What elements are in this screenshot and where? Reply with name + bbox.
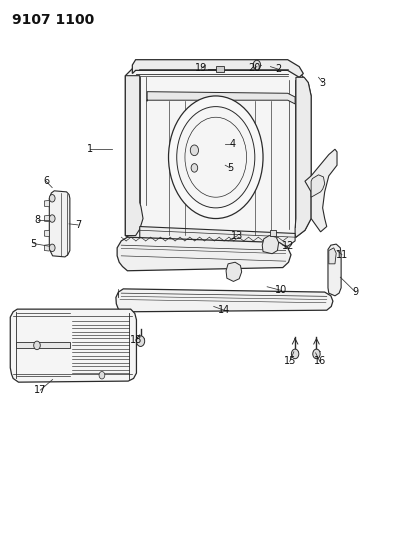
Polygon shape: [328, 244, 341, 296]
Text: 16: 16: [314, 357, 326, 366]
Text: 2: 2: [275, 64, 282, 74]
Text: 9: 9: [353, 287, 358, 297]
Polygon shape: [270, 230, 276, 236]
Polygon shape: [125, 76, 143, 236]
Polygon shape: [16, 342, 70, 348]
Polygon shape: [216, 66, 224, 72]
Text: 13: 13: [231, 231, 244, 240]
Polygon shape: [117, 237, 291, 271]
Text: 10: 10: [275, 286, 288, 295]
Polygon shape: [44, 215, 49, 222]
Circle shape: [313, 349, 320, 359]
Circle shape: [49, 195, 55, 202]
Text: 4: 4: [229, 139, 235, 149]
Circle shape: [169, 96, 263, 219]
Text: 20: 20: [248, 63, 260, 73]
Circle shape: [253, 60, 261, 70]
Polygon shape: [311, 175, 325, 197]
Circle shape: [34, 341, 40, 350]
Polygon shape: [305, 149, 337, 232]
Polygon shape: [226, 262, 242, 281]
Text: 5: 5: [227, 163, 233, 173]
Circle shape: [191, 164, 198, 172]
Polygon shape: [44, 230, 49, 237]
Polygon shape: [147, 92, 295, 104]
Polygon shape: [44, 245, 49, 251]
Polygon shape: [10, 309, 136, 382]
Text: 8: 8: [35, 215, 41, 224]
Polygon shape: [187, 134, 202, 181]
Circle shape: [136, 336, 145, 346]
Polygon shape: [49, 191, 70, 257]
Polygon shape: [44, 200, 49, 207]
Text: 9107 1100: 9107 1100: [12, 13, 95, 27]
Polygon shape: [132, 60, 303, 77]
Text: 7: 7: [75, 220, 81, 230]
Polygon shape: [140, 227, 295, 246]
Circle shape: [99, 372, 105, 379]
Text: 6: 6: [43, 176, 49, 186]
Text: 19: 19: [195, 63, 208, 73]
Text: 12: 12: [282, 241, 294, 251]
Text: 5: 5: [30, 239, 37, 248]
Polygon shape: [262, 236, 279, 254]
Circle shape: [49, 215, 55, 222]
Circle shape: [177, 107, 255, 208]
Text: 11: 11: [336, 250, 348, 260]
Circle shape: [190, 145, 199, 156]
Polygon shape: [125, 67, 311, 241]
Circle shape: [49, 244, 55, 252]
Polygon shape: [329, 248, 336, 264]
Text: 17: 17: [34, 385, 46, 395]
Text: 1: 1: [87, 144, 92, 154]
Text: 3: 3: [320, 78, 326, 87]
Polygon shape: [295, 77, 311, 237]
Polygon shape: [116, 289, 333, 312]
Circle shape: [291, 349, 299, 359]
Text: 18: 18: [129, 335, 142, 345]
Text: 15: 15: [284, 357, 296, 366]
Text: 14: 14: [218, 305, 230, 315]
